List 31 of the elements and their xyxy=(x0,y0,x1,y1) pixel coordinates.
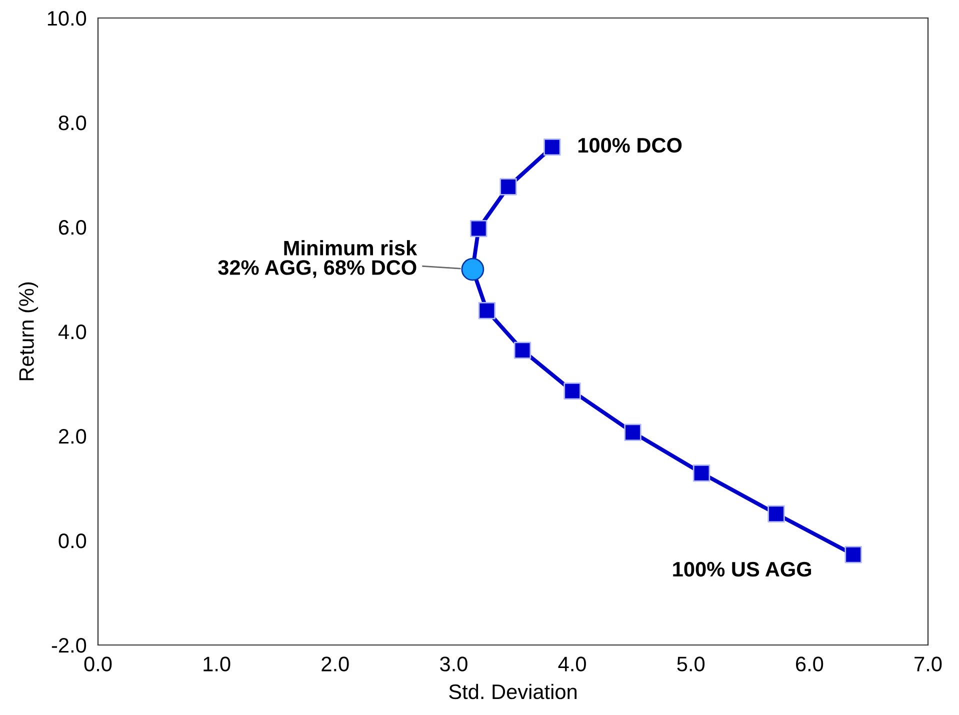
y-tick-label: 4.0 xyxy=(58,324,86,340)
y-tick-label: 10.0 xyxy=(48,11,86,26)
y-tick-label: -2.0 xyxy=(52,638,86,653)
annotation: Minimum risk 32% AGG, 68% DCO xyxy=(218,240,418,278)
point xyxy=(624,424,642,441)
y-axis-title: Return (%) xyxy=(18,282,38,380)
point xyxy=(844,546,862,564)
point xyxy=(500,178,517,196)
x-tick-label: 1.0 xyxy=(204,656,230,672)
point xyxy=(461,258,484,281)
y-tick-label: 0.0 xyxy=(58,534,86,548)
point xyxy=(478,302,496,320)
x-tick-label: 4.0 xyxy=(558,656,586,672)
y-tick-label: 8.0 xyxy=(58,116,86,130)
x-tick-label: 6.0 xyxy=(796,656,824,672)
x-tick-label: 5.0 xyxy=(677,656,705,672)
x-axis-title: Std. Deviation xyxy=(449,684,576,700)
y-tick-label: 6.0 xyxy=(58,220,86,235)
point xyxy=(564,382,581,400)
x-tick-label: 0.0 xyxy=(84,656,112,672)
annotation: 100% DCO xyxy=(578,138,682,153)
point xyxy=(768,505,785,522)
x-tick-label: 3.0 xyxy=(440,656,468,672)
x-tick-label: 2.0 xyxy=(322,656,349,672)
point xyxy=(470,220,488,238)
annotation: 100% US AGG xyxy=(673,562,812,577)
y-tick-label: 2.0 xyxy=(58,429,86,444)
point xyxy=(514,342,532,359)
point xyxy=(544,138,561,156)
point xyxy=(692,464,710,482)
x-tick-label: 7.0 xyxy=(914,656,942,672)
